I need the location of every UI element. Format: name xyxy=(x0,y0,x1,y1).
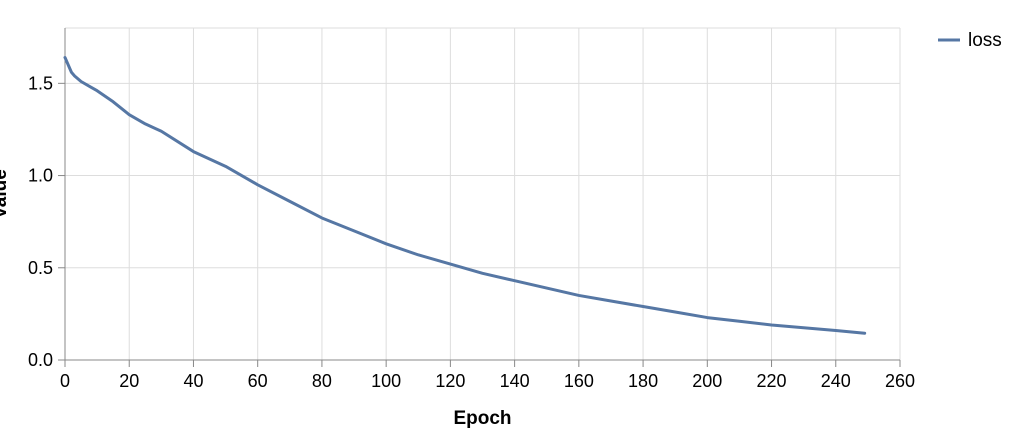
y-tick-label: 1.5 xyxy=(28,73,53,93)
series xyxy=(63,56,867,335)
x-tick-label: 200 xyxy=(692,371,722,391)
x-tick-label: 0 xyxy=(60,371,70,391)
x-tick-label: 160 xyxy=(564,371,594,391)
series-line-loss xyxy=(63,56,867,335)
x-tick-label: 180 xyxy=(628,371,658,391)
x-tick-label: 260 xyxy=(885,371,915,391)
y-axis-title: Value xyxy=(0,169,11,219)
x-tick-label: 100 xyxy=(371,371,401,391)
axes: Epoch Value 0 20 40 60 80 100 120 140 160 180 200 2… xyxy=(0,28,915,429)
y-tick-label: 0.5 xyxy=(28,258,53,278)
x-tick-label: 40 xyxy=(183,371,203,391)
x-tick-label: 20 xyxy=(119,371,139,391)
legend-label-loss: loss xyxy=(968,30,1002,51)
x-tick-label: 80 xyxy=(312,371,332,391)
x-tick-label: 140 xyxy=(500,371,530,391)
x-tick-label: 60 xyxy=(248,371,268,391)
y-tick-label: 0.0 xyxy=(28,350,53,370)
x-axis-title: Epoch xyxy=(453,408,511,429)
x-tick-label: 120 xyxy=(435,371,465,391)
x-tick-label: 220 xyxy=(757,371,787,391)
grid xyxy=(64,27,901,361)
legend: loss xyxy=(938,30,1002,51)
x-tick-label: 240 xyxy=(821,371,851,391)
y-tick-label: 1.0 xyxy=(28,166,53,186)
